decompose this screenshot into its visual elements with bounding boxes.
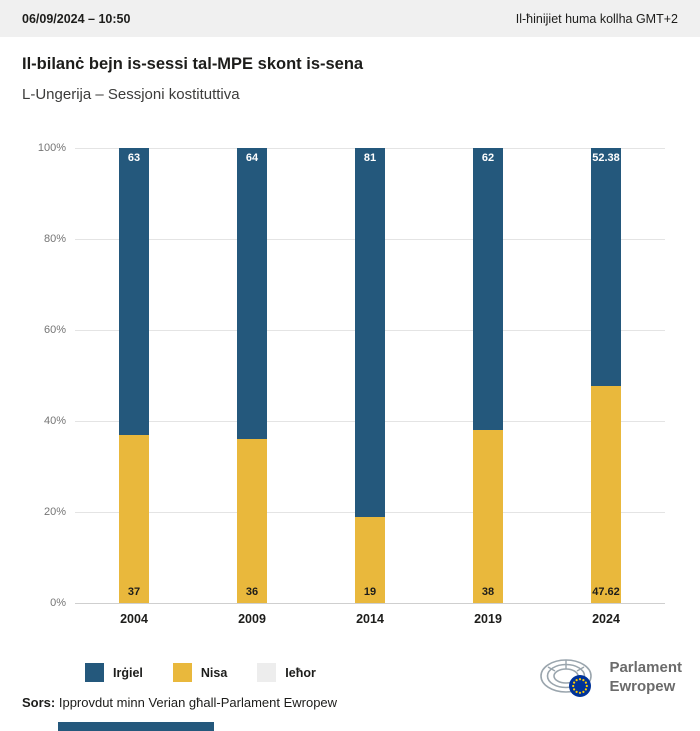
x-axis-label-2009: 2009 [238,612,266,626]
y-tick-label: 0% [50,597,66,609]
gridline-0% [75,603,665,604]
bar-value-label-nisa: 47.62 [592,585,620,598]
x-axis-label-2004: 2004 [120,612,148,626]
bar-value-label-irgiel: 64 [245,152,259,164]
stacked-bar-2004[interactable]: 63 37 [119,148,149,603]
y-tick-label: 60% [43,324,66,336]
source-note: Sors: Ipprovdut minn Verian għall-Parlam… [22,695,337,710]
legend-swatch-nisa [172,663,192,682]
stacked-bar-2024[interactable]: 52.38 47.62 [591,148,621,603]
datetime-label: 06/09/2024 – 10:50 [22,11,131,26]
bar-value-label-irgiel: 52.38 [592,152,620,164]
bar-segment-nisa[interactable]: 37 [119,434,149,603]
legend-swatch-iehor [257,663,277,682]
bar-segment-irgiel[interactable]: 62 [473,148,503,431]
parliament-logo: Parlament Ewropew [539,655,682,701]
eu-flag-icon [569,675,592,697]
bar-value-label-nisa: 38 [481,585,495,598]
source-prefix: Sors: [22,695,56,710]
y-tick-label: 20% [43,506,66,518]
legend-item-irgiel[interactable]: Irġiel [85,663,143,682]
bar-segment-nisa[interactable]: 38 [473,430,503,603]
bar-value-label-irgiel: 62 [481,152,495,164]
legend-item-nisa[interactable]: Nisa [172,663,228,682]
bar-value-label-nisa: 36 [245,585,259,598]
bar-segment-irgiel[interactable]: 63 [119,148,149,435]
page-title: Il-bilanċ bejn is-sessi tal-MPE skont is… [22,55,364,73]
parliament-logo-text: Parlament Ewropew [609,659,682,697]
logo-line-1: Parlament [609,659,682,677]
top-info-bar: 06/09/2024 – 10:50 Il-ħinijiet huma koll… [0,0,700,37]
bar-segment-nisa[interactable]: 47.62 [591,386,621,603]
legend-label-nisa: Nisa [200,665,228,680]
hemicycle-icon [540,659,593,697]
bar-segment-irgiel[interactable]: 81 [355,148,385,517]
bottom-accent-strip [58,722,214,731]
y-axis: 0% 20% 40% 60% 80% 100% [0,142,66,609]
bar-segment-nisa[interactable]: 19 [355,516,385,603]
stacked-bar-2009[interactable]: 64 36 [237,148,267,603]
plot-area: 63 37 2004 64 36 2009 81 19 2014 62 38 2019 52.38 47.… [75,148,665,626]
y-tick-label: 80% [43,233,66,245]
stacked-bar-2019[interactable]: 62 38 [473,148,503,603]
x-axis-label-2019: 2019 [474,612,502,626]
bar-value-label-irgiel: 81 [363,152,377,164]
page-subtitle: L-Ungerija – Sessjoni kostituttiva [22,86,240,103]
bar-segment-irgiel[interactable]: 52.38 [591,148,621,387]
timezone-note: Il-ħinijiet huma kollha GMT+2 [515,11,678,26]
bar-segment-irgiel[interactable]: 64 [237,148,267,440]
legend-label-irgiel: Irġiel [113,665,143,680]
bar-value-label-irgiel: 63 [127,152,141,164]
source-text: Ipprovdut minn Verian għall-Parlament Ew… [55,695,338,710]
bar-segment-nisa[interactable]: 36 [237,439,267,603]
x-axis-label-2024: 2024 [592,612,620,626]
bar-value-label-nisa: 19 [363,585,377,598]
legend-label-iehor: Ieħor [285,665,316,680]
x-axis-label-2014: 2014 [356,612,384,626]
chart-legend: Irġiel Nisa Ieħor [85,663,316,682]
stacked-bar-2014[interactable]: 81 19 [355,148,385,603]
legend-item-iehor[interactable]: Ieħor [257,663,316,682]
bar-value-label-nisa: 37 [127,585,141,598]
logo-line-2: Ewropew [609,678,676,695]
y-tick-label: 100% [37,142,66,154]
legend-swatch-irgiel [85,663,104,682]
y-tick-label: 40% [43,415,66,427]
